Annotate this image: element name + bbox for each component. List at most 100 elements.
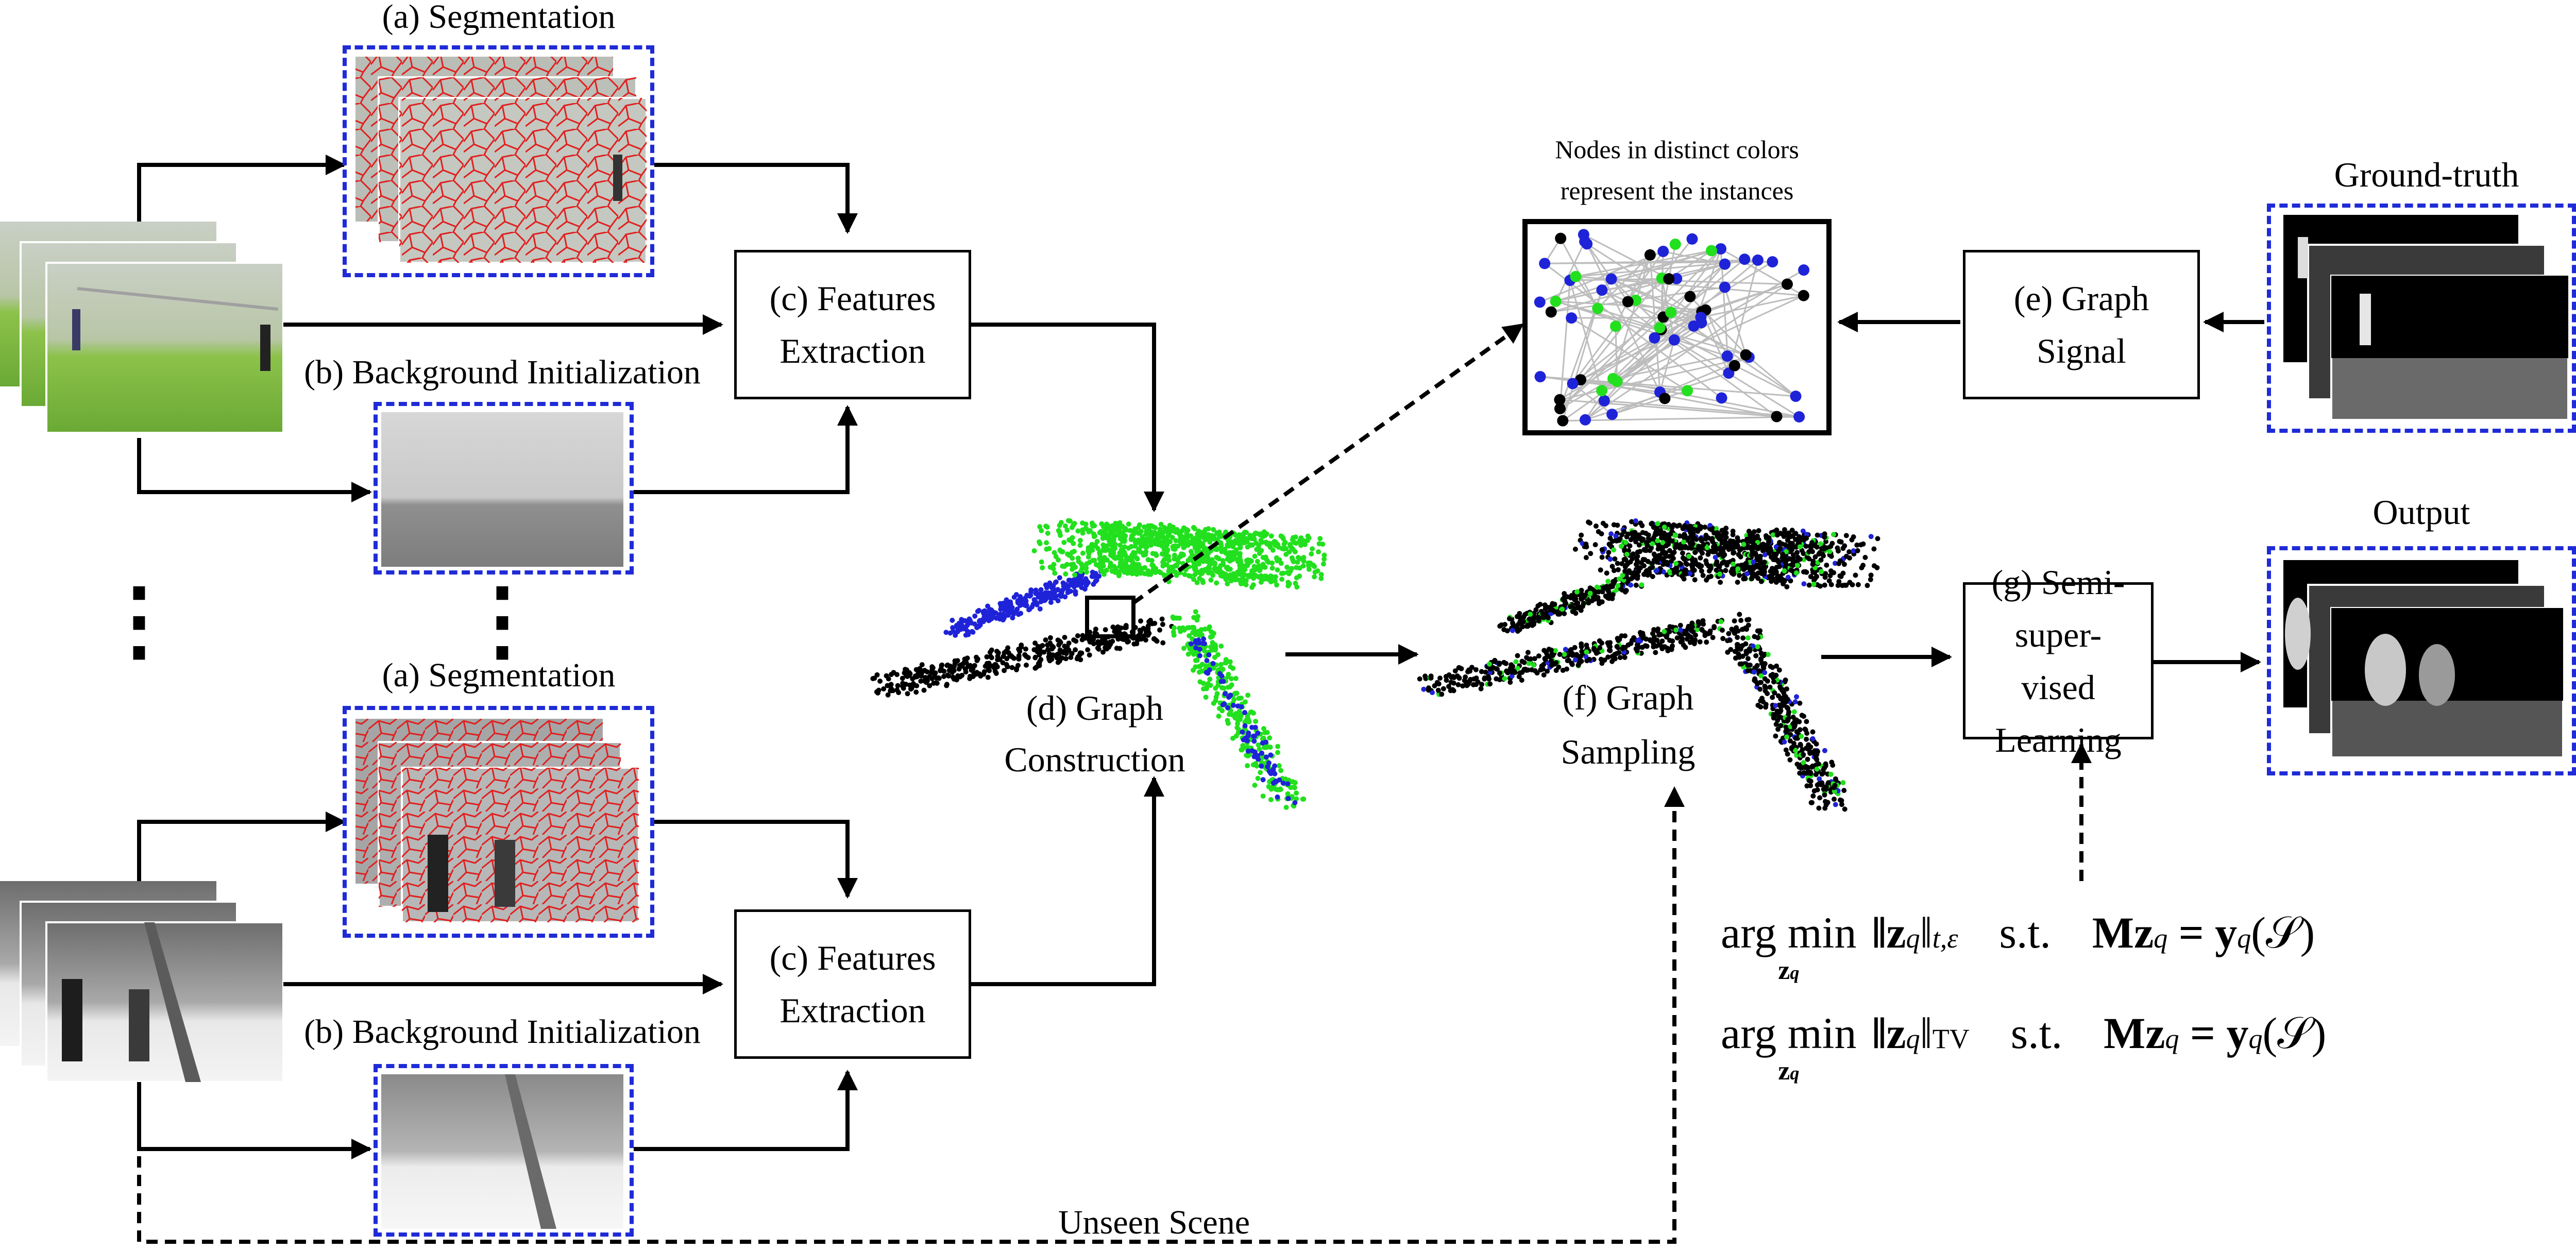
inset-edge [1569,280,1605,401]
cloud-point [1267,745,1273,750]
cloud-point [1653,650,1658,655]
cloud-point [1269,560,1275,566]
cloud-point [1219,573,1225,579]
cloud-point [1756,668,1762,673]
cloud-point [1738,618,1744,623]
background-top-label: (b) Background Initialization [304,353,701,391]
cloud-point [1255,565,1261,571]
cloud-point [1782,568,1787,573]
cloud-point [1754,563,1760,568]
cloud-point [1267,544,1273,550]
inset-node [1798,290,1809,301]
cloud-point [1139,636,1144,642]
cloud-point [1044,540,1049,546]
cloud-point [1832,797,1837,802]
cloud-point [1815,787,1820,792]
cloud-point [1218,662,1224,667]
cloud-point [1833,561,1838,566]
cloud-point [1718,580,1723,585]
cloud-point [1174,572,1179,578]
cloud-point [1162,525,1167,530]
cloud-point [1660,540,1666,546]
cloud-point [1619,561,1625,566]
cloud-point [1063,571,1069,577]
nodes-caption-2: represent the instances [1560,176,1794,205]
cloud-point [1627,543,1633,549]
cloud-point [1674,566,1680,571]
cloud-point [928,669,934,675]
cloud-point [1241,531,1246,536]
cloud-point [1824,562,1829,568]
cloud-point [983,610,989,615]
cloud-point [1083,565,1089,571]
cloud-point [1822,792,1827,798]
cloud-point [1791,709,1797,715]
cloud-point [1273,574,1278,580]
cloud-point [1823,539,1828,544]
cloud-point [969,629,975,634]
cloud-point [1750,643,1756,649]
cloud-point [977,618,982,623]
cloud-point [1705,631,1711,636]
cloud-point [1655,538,1660,544]
cloud-point [1728,569,1734,575]
cloud-point [1704,577,1709,583]
cloud-point [1794,729,1800,735]
cloud-point [1745,635,1751,641]
cloud-point [1735,641,1740,647]
cloud-point [1318,572,1324,577]
cloud-point [1822,545,1828,550]
cloud-point [1157,538,1162,544]
cloud-point [1683,631,1688,637]
input-frames-top [0,222,284,434]
cloud-point [1241,745,1246,751]
cloud-point [1246,536,1251,541]
cloud-point [1606,648,1612,653]
cloud-point [1444,678,1449,683]
cloud-point [1072,572,1077,578]
cloud-point [1683,561,1689,566]
cloud-point [1261,735,1266,741]
cloud-point [988,654,993,660]
cloud-point [1570,609,1575,614]
cloud-point [975,609,980,614]
cloud-point [1814,766,1820,772]
features-top-line1: (c) Features [769,279,936,318]
cloud-point [1283,551,1289,557]
cloud-point [1815,532,1820,538]
cloud-point [1259,763,1264,769]
cloud-point [1243,578,1249,583]
cloud-point [1278,533,1284,539]
cloud-point [1574,652,1580,657]
cloud-point [1751,559,1756,565]
cloud-point [1797,556,1803,562]
cloud-point [1095,645,1100,651]
cloud-point [1251,754,1257,759]
cloud-point [1218,534,1224,539]
cloud-point [1735,635,1740,640]
cloud-point [1104,557,1110,563]
cloud-point [1250,582,1256,588]
cloud-point [1260,793,1266,799]
cloud-point [985,661,990,666]
cloud-point [1126,545,1131,551]
cloud-point [1525,650,1531,655]
cloud-point [1037,539,1042,545]
cloud-point [1076,578,1082,584]
cloud-point [1254,547,1260,552]
cloud-point [1037,524,1043,530]
equation-2: arg min zq ‖zq‖TV s.t. Mzq = yq(𝒮) [1721,1007,2326,1086]
cloud-point [1753,653,1759,658]
cloud-point [1071,637,1077,643]
cloud-point [1812,751,1818,757]
cloud-point [1073,564,1078,570]
cloud-point [1036,661,1041,666]
cloud-point [1257,747,1262,752]
inset-node [1557,415,1569,427]
cloud-point [1206,570,1211,576]
cloud-point [1084,569,1089,575]
inset-node [1596,284,1608,296]
cloud-point [1828,582,1834,587]
cloud-point [1526,661,1532,666]
